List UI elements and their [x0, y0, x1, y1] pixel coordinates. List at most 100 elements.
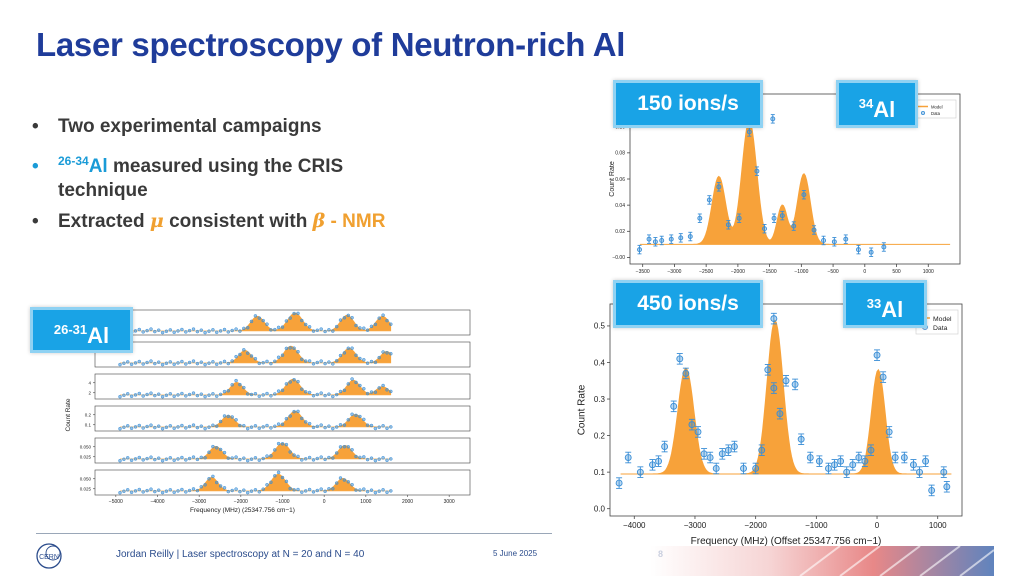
data-point [724, 446, 732, 454]
isotope-tag-33al: 33Al [843, 280, 927, 328]
panel-data-point [280, 422, 285, 427]
panel-data-point [145, 392, 149, 397]
panel-data-point [122, 489, 126, 494]
panel-data-point [385, 426, 389, 431]
x-tick-label: 3000 [444, 499, 455, 505]
panel-data-point [156, 328, 161, 332]
panel-data-point [153, 393, 157, 398]
panel-data-point [191, 455, 196, 459]
data-point [856, 247, 861, 253]
x-tick-label: −3000 [684, 521, 707, 530]
panel-data-point [315, 456, 320, 461]
panel-data-point [180, 391, 184, 396]
panel-data-point [160, 490, 165, 495]
panel-data-point [284, 382, 289, 386]
panel-data-point [300, 416, 304, 421]
data-point [624, 454, 632, 461]
isotope-tag-34al: 34Al [836, 80, 918, 128]
panel-data-point [315, 360, 320, 365]
panel-data-point [160, 458, 165, 463]
panel-data-point [156, 392, 161, 396]
panel-data-point [369, 423, 374, 428]
panel-data-point [323, 393, 327, 398]
panel-data-point [362, 386, 366, 391]
panel-data-point [153, 425, 157, 430]
panel-data-point [180, 455, 184, 460]
data-point [655, 457, 663, 465]
panel-data-point [257, 490, 262, 494]
panel-data-point [265, 322, 269, 326]
panel-data-point [122, 457, 126, 462]
panel-data-point [288, 346, 292, 350]
data-point [855, 454, 863, 461]
panel-data-point [153, 329, 157, 334]
data-point [730, 443, 738, 451]
panel-data-point [346, 346, 351, 351]
panel-data-point [242, 326, 246, 331]
data-point [909, 461, 917, 469]
panel-data-point [331, 362, 335, 366]
panel-data-point [218, 361, 223, 365]
panel-data-point [319, 455, 323, 459]
x-tick-label: −2000 [234, 499, 248, 505]
panel-data-point [369, 390, 374, 394]
panel-data-point [307, 325, 312, 329]
panel-data-point [222, 450, 227, 455]
spectrum-panel: 0.2 0.1 [85, 405, 471, 432]
y-tick-label: 0.02 [615, 229, 625, 235]
panel-data-point [296, 487, 300, 492]
panel-data-point [226, 414, 231, 419]
y-tick-label: 0.1 [594, 468, 606, 477]
panel-data-point [350, 412, 354, 417]
x-tick-label: 2000 [402, 499, 413, 505]
panel-data-point [184, 426, 188, 430]
panel-data-point [257, 316, 262, 320]
panel-data-point [214, 446, 219, 450]
panel-data-point [195, 393, 200, 398]
panel-data-point [323, 489, 327, 494]
panel-data-point [234, 455, 238, 459]
panel-data-point [381, 424, 385, 428]
panel-data-point [187, 488, 192, 493]
legend-model-label: Model [933, 316, 952, 323]
data-point [791, 380, 799, 388]
panel-data-point [160, 426, 165, 431]
x-tick-label: 500 [892, 269, 901, 275]
data-point [706, 197, 712, 203]
panel-data-point [125, 488, 130, 492]
panel-data-point [129, 394, 134, 399]
panel-data-point [153, 489, 157, 494]
panel-data-point [176, 457, 180, 461]
panel-data-point [358, 488, 362, 492]
panel-data-point [230, 383, 234, 387]
panel-data-point [245, 325, 250, 330]
panel-data-point [311, 362, 316, 366]
panel-data-point [389, 389, 393, 394]
panel-data-point [276, 325, 281, 330]
panel-data-point [207, 329, 211, 333]
x-tick-label: −1000 [275, 499, 289, 505]
panel-data-point [354, 488, 358, 492]
panel-data-point [377, 386, 381, 390]
panel-data-point [342, 478, 347, 482]
panel-data-point [273, 359, 277, 364]
panel-data-point [315, 392, 320, 397]
x-tick-label: 0 [875, 521, 880, 530]
panel-y-tick-label: 0.1 [85, 422, 92, 427]
panel-data-point [176, 393, 180, 397]
panel-data-point [218, 419, 223, 424]
panel-data-point [261, 456, 265, 461]
panel-data-point [164, 425, 169, 430]
panel-data-point [365, 391, 370, 396]
panel-data-point [133, 329, 138, 333]
data-point [868, 249, 874, 255]
panel-data-point [292, 311, 296, 316]
panel-data-point [331, 456, 335, 460]
panel-data-point [164, 361, 169, 366]
panel-data-point [187, 328, 192, 333]
panel-data-point [369, 488, 374, 492]
panel-data-point [214, 362, 219, 367]
panel-data-point [203, 426, 207, 431]
panel-data-point [315, 488, 320, 493]
panel-data-point [288, 316, 292, 320]
